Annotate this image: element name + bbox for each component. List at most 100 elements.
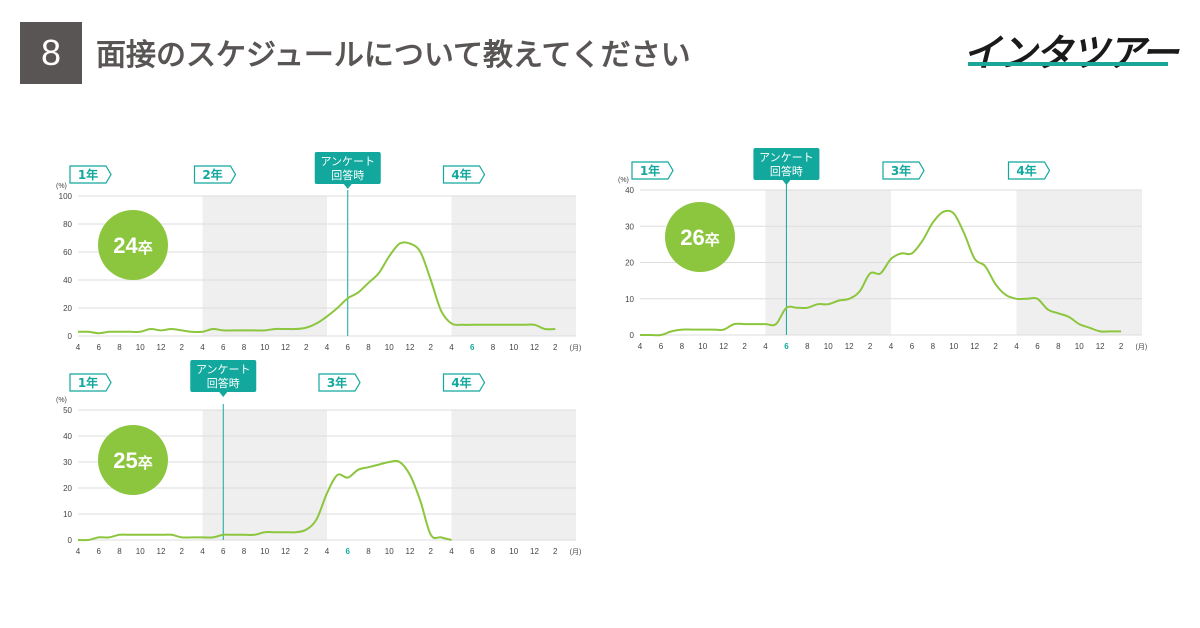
data-line xyxy=(639,209,1122,337)
survey-callout-pointer xyxy=(343,184,352,189)
grade-tag-label: 1年 xyxy=(78,375,98,390)
x-tick-label: 4 xyxy=(325,547,330,556)
y-tick-label: 30 xyxy=(625,222,634,231)
grade-tag-label: 4年 xyxy=(451,167,471,182)
y-tick-label: 20 xyxy=(63,304,72,313)
y-tick-label: 20 xyxy=(63,484,72,493)
x-tick-label: 10 xyxy=(509,547,518,556)
x-tick-label: 4 xyxy=(763,342,768,351)
x-tick-label: 2 xyxy=(429,547,434,556)
survey-callout-label: アンケート xyxy=(759,151,814,164)
x-tick-label: 2 xyxy=(742,342,747,351)
x-tick-label: 6 xyxy=(346,547,351,556)
survey-callout xyxy=(753,148,820,180)
grade-tag xyxy=(69,165,112,184)
x-tick-label: 10 xyxy=(1075,342,1084,351)
cohort-badge xyxy=(98,210,168,280)
x-tick-label: 10 xyxy=(260,343,269,352)
x-unit-label: (月) xyxy=(570,548,582,556)
grade-tag-label: 4年 xyxy=(1016,163,1036,178)
y-tick-label: 40 xyxy=(625,186,634,195)
x-tick-label: 2 xyxy=(304,547,309,556)
x-tick-label: 2 xyxy=(180,343,185,352)
grade-tag-label: 4年 xyxy=(451,375,471,390)
x-tick-label: 6 xyxy=(910,342,915,351)
x-tick-label: 4 xyxy=(1014,342,1019,351)
survey-callout-label: 回答時 xyxy=(331,168,364,182)
grade-tag-label: 3年 xyxy=(327,375,347,390)
x-tick-label: 8 xyxy=(491,343,496,352)
brand-logo: インタツアー xyxy=(963,31,1179,75)
y-tick-label: 0 xyxy=(68,332,73,341)
grade-tag xyxy=(69,373,112,392)
x-tick-label: 2 xyxy=(304,343,309,352)
x-tick-label: 8 xyxy=(491,547,496,556)
x-tick-label: 4 xyxy=(200,343,205,352)
cohort-badge-label: 25卒 xyxy=(113,448,153,473)
x-tick-label: 12 xyxy=(970,342,979,351)
x-tick-label: 2 xyxy=(1119,342,1124,351)
x-tick-label: 6 xyxy=(659,342,664,351)
y-tick-label: 30 xyxy=(63,458,72,467)
grade-tag xyxy=(193,165,237,184)
x-tick-label: 6 xyxy=(221,547,226,556)
x-tick-label: 8 xyxy=(366,343,371,352)
survey-callout-label: 回答時 xyxy=(207,376,240,390)
cohort-badge xyxy=(98,425,168,495)
grade-4-band xyxy=(451,410,576,540)
grade-2-band xyxy=(202,410,327,540)
x-tick-label: 8 xyxy=(931,342,936,351)
survey-callout-pointer xyxy=(782,180,791,185)
x-tick-label: 6 xyxy=(221,343,226,352)
survey-callout-label: アンケート xyxy=(320,155,375,168)
x-tick-label: 10 xyxy=(385,547,394,556)
x-tick-label: 6 xyxy=(784,342,789,351)
x-tick-label: 12 xyxy=(719,342,728,351)
survey-callout-label: アンケート xyxy=(196,363,251,376)
x-tick-label: 2 xyxy=(180,547,185,556)
x-tick-label: 8 xyxy=(117,343,122,352)
grade-4-band xyxy=(451,196,576,336)
chart-25-graduates: 0 10 20 30 40 50 (%) 4 6 8 10 12 2 4 6 8 10 12 2 4 6 8 10 12 2 4 6… xyxy=(56,360,582,556)
x-tick-label: 6 xyxy=(97,343,102,352)
x-tick-label: 4 xyxy=(325,343,330,352)
y-unit-label: (%) xyxy=(56,183,67,190)
x-tick-label: 4 xyxy=(889,342,894,351)
grade-tag-label: 1年 xyxy=(640,163,660,178)
x-tick-label: 6 xyxy=(346,343,351,352)
x-tick-label: 4 xyxy=(76,343,81,352)
x-tick-label: 8 xyxy=(242,343,247,352)
page-title: 面接のスケジュールについて教えてください xyxy=(96,38,691,73)
x-tick-label: 2 xyxy=(868,342,873,351)
grade-tag xyxy=(442,373,486,392)
y-tick-label: 20 xyxy=(625,259,634,268)
x-tick-label: 10 xyxy=(385,343,394,352)
grade-tag-label: 1年 xyxy=(78,167,98,182)
x-tick-label: 8 xyxy=(242,547,247,556)
x-tick-label: 10 xyxy=(136,343,145,352)
x-tick-label: 12 xyxy=(1096,342,1105,351)
x-tick-label: 8 xyxy=(805,342,810,351)
cohort-badge-label: 26卒 xyxy=(680,225,720,250)
x-tick-label: 10 xyxy=(260,547,269,556)
survey-callout xyxy=(190,360,257,392)
y-tick-label: 10 xyxy=(625,295,634,304)
y-unit-label: (%) xyxy=(618,177,629,184)
survey-callout xyxy=(314,152,381,184)
x-tick-label: 4 xyxy=(200,547,205,556)
data-line xyxy=(77,459,452,542)
x-tick-label: 8 xyxy=(366,547,371,556)
data-line xyxy=(77,241,556,335)
grade-tag xyxy=(631,161,674,180)
y-tick-label: 40 xyxy=(63,432,72,441)
x-tick-label: 10 xyxy=(698,342,707,351)
brand-logo-underline xyxy=(968,62,1168,66)
x-tick-label: 10 xyxy=(824,342,833,351)
survey-callout-label: 回答時 xyxy=(770,164,803,178)
x-tick-label: 2 xyxy=(993,342,998,351)
x-tick-label: 12 xyxy=(281,343,290,352)
x-tick-label: 4 xyxy=(76,547,81,556)
x-tick-label: 10 xyxy=(949,342,958,351)
grade-tag xyxy=(1007,161,1051,180)
